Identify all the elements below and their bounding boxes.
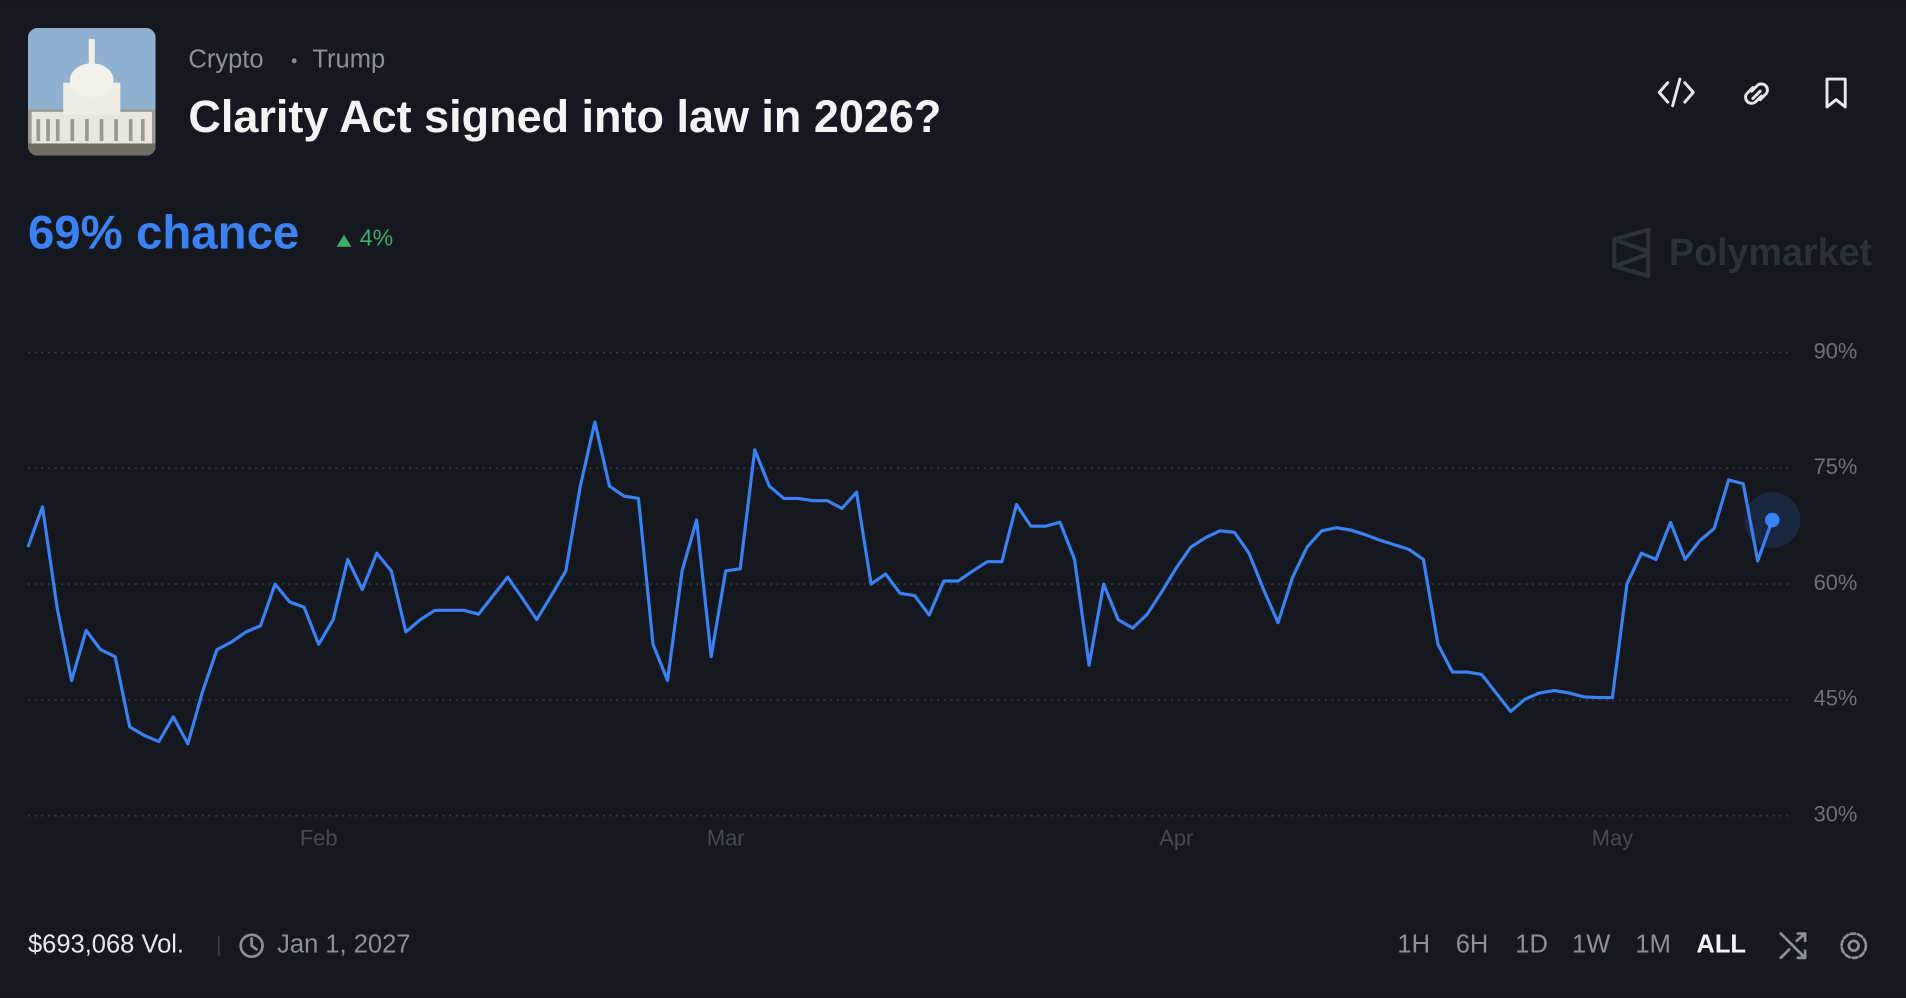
breadcrumb-category[interactable]: Crypto xyxy=(188,46,263,74)
volume: $693,068 Vol. xyxy=(28,930,184,958)
chance-label: 69% chance xyxy=(28,206,299,259)
y-tick-label: 60% xyxy=(1814,570,1858,595)
shuffle-button[interactable] xyxy=(1779,932,1807,960)
y-tick-label: 45% xyxy=(1814,686,1858,711)
embed-button[interactable] xyxy=(1657,77,1695,108)
range-button[interactable]: 1W xyxy=(1572,930,1610,958)
watermark: Polymarket xyxy=(1669,231,1873,273)
range-button[interactable]: 1D xyxy=(1515,930,1548,958)
x-tick-label: May xyxy=(1592,826,1633,851)
chart: 30% 45% 60% 75% 90% Feb Mar Apr May xyxy=(26,338,1858,851)
x-tick-label: Apr xyxy=(1159,826,1193,851)
range-button[interactable]: 6H xyxy=(1456,930,1489,958)
range-button[interactable]: 1H xyxy=(1397,930,1430,958)
separator xyxy=(291,58,297,64)
market-image xyxy=(27,27,156,156)
clock-icon xyxy=(239,933,264,958)
range-button[interactable]: 1M xyxy=(1635,930,1670,958)
watermark-logo xyxy=(1612,227,1651,279)
range-selector: 1H 6H 1D 1W 1M ALL xyxy=(1397,930,1746,958)
x-tick-label: Mar xyxy=(707,826,745,851)
range-button[interactable]: ALL xyxy=(1696,930,1746,958)
breadcrumb-tag[interactable]: Trump xyxy=(312,46,385,74)
market-title: Clarity Act signed into law in 2026? xyxy=(188,91,941,142)
y-tick-label: 30% xyxy=(1814,801,1858,826)
x-tick-label: Feb xyxy=(300,826,338,851)
settings-button[interactable] xyxy=(1840,932,1868,960)
y-tick-label: 90% xyxy=(1814,338,1858,363)
change-label: 4% xyxy=(360,225,393,251)
bookmark-button[interactable] xyxy=(1825,77,1847,109)
copy-link-button[interactable] xyxy=(1744,82,1769,105)
current-point xyxy=(1764,512,1780,528)
change-arrow xyxy=(336,234,352,247)
end-date: Jan 1, 2027 xyxy=(277,930,410,958)
price-line xyxy=(26,420,1774,746)
y-tick-label: 75% xyxy=(1814,454,1858,479)
